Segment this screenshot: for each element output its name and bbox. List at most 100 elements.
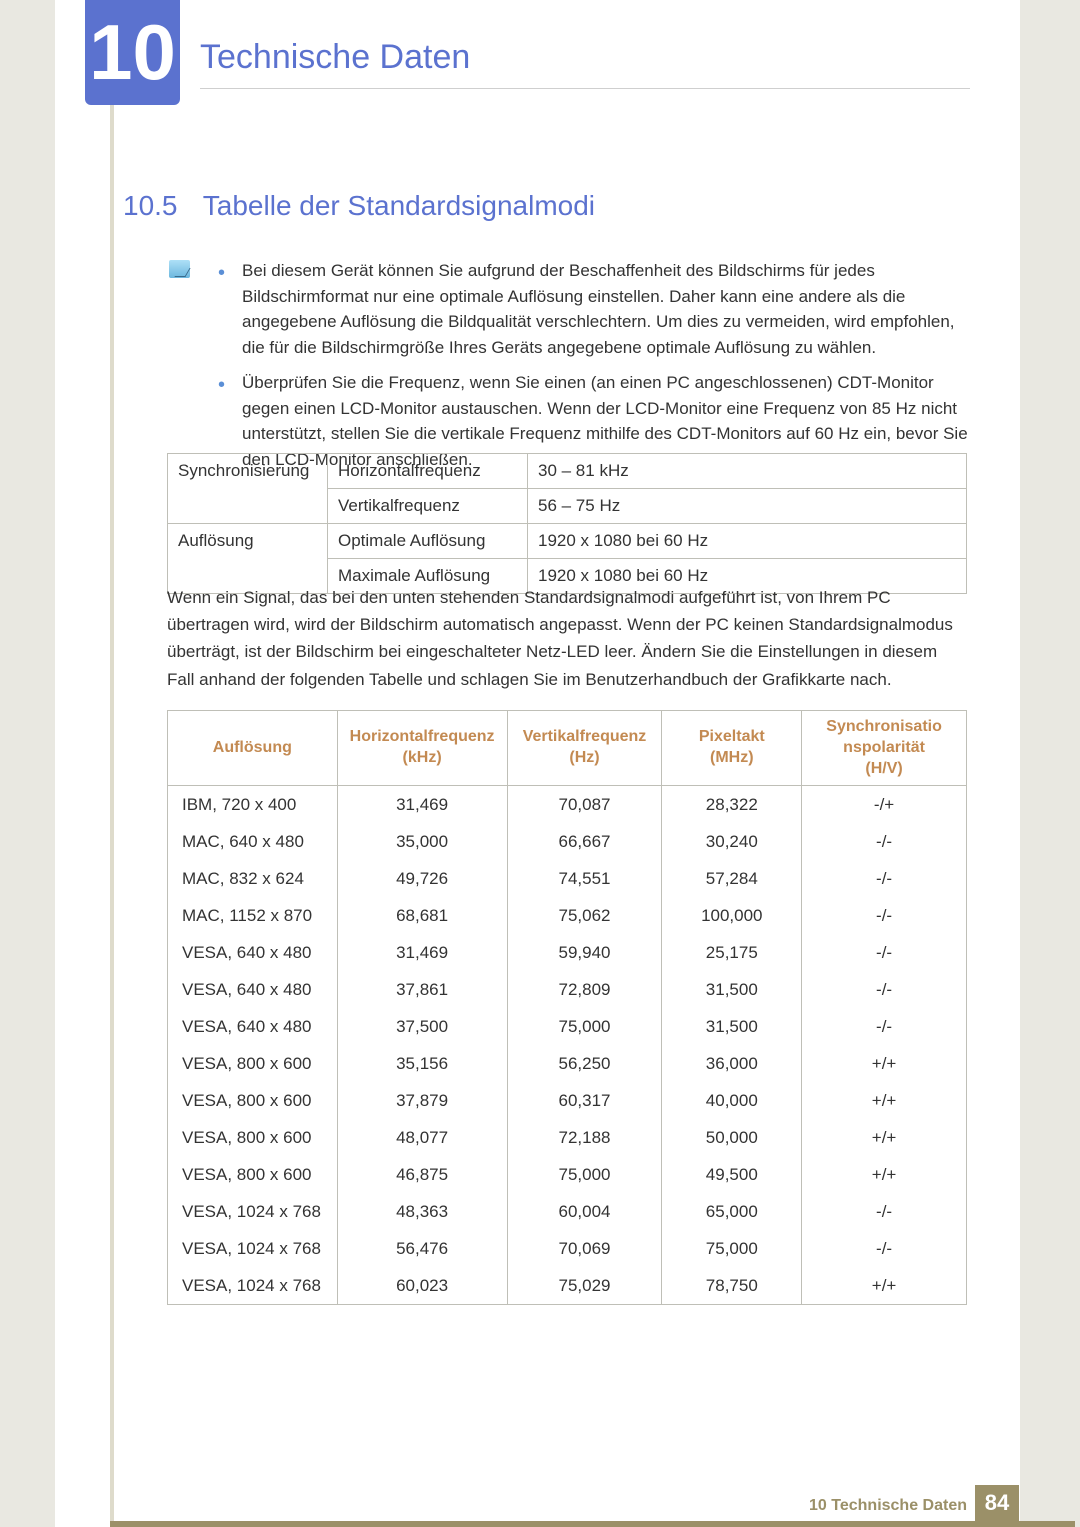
signal-row: VESA, 800 x 60037,87960,31740,000+/+ [168, 1082, 967, 1119]
signal-header: Synchronisationspolarität(H/V) [802, 711, 967, 786]
signal-row: VESA, 640 x 48031,46959,94025,175-/- [168, 934, 967, 971]
signal-cell: +/+ [802, 1082, 967, 1119]
signal-cell: 49,500 [662, 1156, 802, 1193]
signal-cell: 74,551 [507, 860, 662, 897]
signal-cell: 66,667 [507, 823, 662, 860]
signal-row: VESA, 640 x 48037,50075,00031,500-/- [168, 1008, 967, 1045]
signal-cell: VESA, 1024 x 768 [168, 1230, 338, 1267]
footer-page-number: 84 [975, 1485, 1019, 1521]
signal-cell: VESA, 1024 x 768 [168, 1193, 338, 1230]
signal-cell: 37,861 [337, 971, 507, 1008]
signal-cell: 31,469 [337, 786, 507, 824]
section-number: 10.5 [123, 190, 178, 221]
bullet-item: Bei diesem Gerät können Sie aufgrund der… [218, 258, 968, 360]
note-paragraph: Wenn ein Signal, das bei den unten stehe… [167, 584, 969, 693]
signal-row: MAC, 1152 x 87068,68175,062100,000-/- [168, 897, 967, 934]
signal-row: VESA, 800 x 60046,87575,00049,500+/+ [168, 1156, 967, 1193]
signal-header: Auflösung [168, 711, 338, 786]
signal-row: VESA, 1024 x 76860,02375,02978,750+/+ [168, 1267, 967, 1305]
footer-label: 10 Technische Daten [809, 1497, 967, 1515]
signal-cell: VESA, 640 x 480 [168, 971, 338, 1008]
signal-cell: +/+ [802, 1119, 967, 1156]
signal-cell: 78,750 [662, 1267, 802, 1305]
signal-cell: +/+ [802, 1156, 967, 1193]
signal-cell: 72,809 [507, 971, 662, 1008]
left-accent [110, 0, 114, 1527]
signal-cell: 31,469 [337, 934, 507, 971]
chapter-badge: 10 [85, 0, 180, 105]
signal-cell: VESA, 800 x 600 [168, 1082, 338, 1119]
signal-cell: 37,879 [337, 1082, 507, 1119]
signal-cell: 75,062 [507, 897, 662, 934]
spec-cell: Optimale Auflösung [328, 524, 528, 559]
signal-cell: -/+ [802, 786, 967, 824]
signal-cell: 37,500 [337, 1008, 507, 1045]
signal-cell: 48,077 [337, 1119, 507, 1156]
signal-cell: 100,000 [662, 897, 802, 934]
signal-header: Vertikalfrequenz(Hz) [507, 711, 662, 786]
signal-cell: MAC, 640 x 480 [168, 823, 338, 860]
signal-cell: VESA, 800 x 600 [168, 1156, 338, 1193]
signal-cell: VESA, 640 x 480 [168, 934, 338, 971]
signal-header: Pixeltakt(MHz) [662, 711, 802, 786]
signal-cell: 65,000 [662, 1193, 802, 1230]
signal-cell: 72,188 [507, 1119, 662, 1156]
signal-cell: VESA, 640 x 480 [168, 1008, 338, 1045]
section-heading: 10.5 Tabelle der Standardsignalmodi [123, 190, 595, 222]
signal-cell: 35,156 [337, 1045, 507, 1082]
signal-cell: MAC, 1152 x 870 [168, 897, 338, 934]
spec-cell: Synchronisierung [168, 454, 328, 524]
signal-cell: VESA, 1024 x 768 [168, 1267, 338, 1305]
spec-cell: Horizontalfrequenz [328, 454, 528, 489]
signal-header: Horizontalfrequenz(kHz) [337, 711, 507, 786]
signal-cell: 30,240 [662, 823, 802, 860]
spec-cell: 56 – 75 Hz [528, 489, 967, 524]
signal-cell: 60,023 [337, 1267, 507, 1305]
signal-row: VESA, 800 x 60048,07772,18850,000+/+ [168, 1119, 967, 1156]
signal-cell: 75,000 [662, 1230, 802, 1267]
signal-cell: 49,726 [337, 860, 507, 897]
signal-cell: 60,317 [507, 1082, 662, 1119]
signal-cell: 70,069 [507, 1230, 662, 1267]
signal-cell: 46,875 [337, 1156, 507, 1193]
signal-cell: -/- [802, 897, 967, 934]
signal-cell: -/- [802, 971, 967, 1008]
signal-cell: 56,250 [507, 1045, 662, 1082]
signal-row: VESA, 1024 x 76848,36360,00465,000-/- [168, 1193, 967, 1230]
signal-row: VESA, 1024 x 76856,47670,06975,000-/- [168, 1230, 967, 1267]
signal-row: MAC, 640 x 48035,00066,66730,240-/- [168, 823, 967, 860]
page: 10 Technische Daten 10.5 Tabelle der Sta… [55, 0, 1020, 1527]
signal-cell: 31,500 [662, 1008, 802, 1045]
signal-cell: 25,175 [662, 934, 802, 971]
note-block: Bei diesem Gerät können Sie aufgrund der… [170, 258, 968, 482]
signal-cell: 75,000 [507, 1008, 662, 1045]
signal-row: IBM, 720 x 40031,46970,08728,322-/+ [168, 786, 967, 824]
signal-cell: -/- [802, 860, 967, 897]
signal-row: VESA, 800 x 60035,15656,25036,000+/+ [168, 1045, 967, 1082]
signal-cell: -/- [802, 1193, 967, 1230]
signal-cell: -/- [802, 1008, 967, 1045]
bullet-list: Bei diesem Gerät können Sie aufgrund der… [218, 258, 968, 472]
spec-cell: 30 – 81 kHz [528, 454, 967, 489]
signal-cell: 35,000 [337, 823, 507, 860]
signal-row: MAC, 832 x 62449,72674,55157,284-/- [168, 860, 967, 897]
signal-cell: 50,000 [662, 1119, 802, 1156]
signal-cell: -/- [802, 823, 967, 860]
signal-cell: 59,940 [507, 934, 662, 971]
signal-cell: 60,004 [507, 1193, 662, 1230]
signal-cell: MAC, 832 x 624 [168, 860, 338, 897]
spec-table: SynchronisierungHorizontalfrequenz30 – 8… [167, 453, 967, 594]
spec-cell: Vertikalfrequenz [328, 489, 528, 524]
signal-cell: 75,000 [507, 1156, 662, 1193]
spec-cell: Auflösung [168, 524, 328, 594]
signal-cell: IBM, 720 x 400 [168, 786, 338, 824]
signal-cell: 68,681 [337, 897, 507, 934]
signal-cell: -/- [802, 1230, 967, 1267]
signal-cell: 28,322 [662, 786, 802, 824]
title-underline [200, 88, 970, 89]
signal-cell: 48,363 [337, 1193, 507, 1230]
signal-cell: 70,087 [507, 786, 662, 824]
signal-cell: VESA, 800 x 600 [168, 1119, 338, 1156]
footer-bar [110, 1521, 1075, 1527]
signal-row: VESA, 640 x 48037,86172,80931,500-/- [168, 971, 967, 1008]
